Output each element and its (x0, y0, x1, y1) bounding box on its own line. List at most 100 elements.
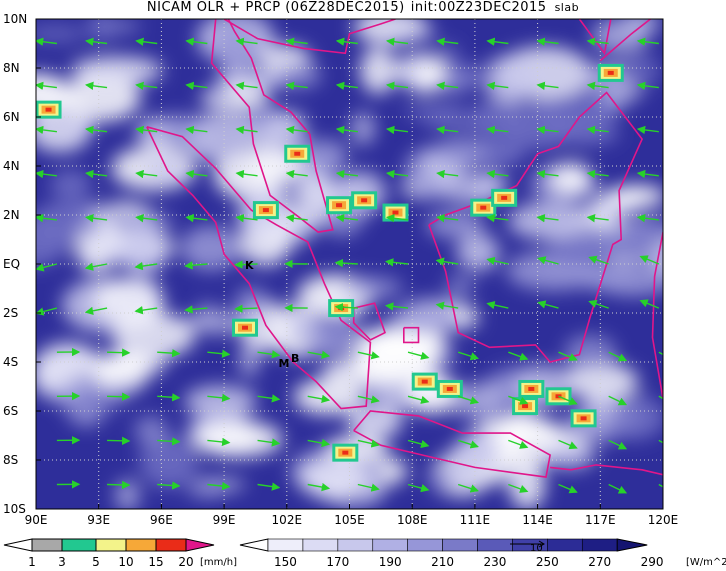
olr-tick: 210 (431, 555, 455, 569)
wind-vector (235, 213, 258, 223)
wind-vector (435, 301, 459, 310)
precip-cell (528, 386, 535, 391)
wind-vector (36, 81, 57, 91)
olr-unit: [W/m^2] (686, 557, 726, 568)
olr-colorbar (238, 538, 698, 552)
wind-vector (157, 481, 181, 490)
coast-borneo (428, 91, 644, 363)
precip-cell (294, 151, 301, 156)
wind-vector (84, 169, 108, 179)
olr-cloud-blob (509, 459, 546, 509)
olr-tick: 170 (326, 555, 350, 569)
olr-colorbar-right-triangle (616, 538, 648, 552)
wind-vector (588, 255, 609, 265)
map-title: NICAM OLR + PRCP (06Z28DEC2015) init:00Z2… (0, 0, 726, 16)
olr-swatch (372, 538, 408, 552)
lat-label: EQ (3, 257, 21, 271)
wind-vector (658, 395, 663, 400)
wind-vector (84, 306, 108, 315)
precip-tick-1: 1 (28, 555, 36, 569)
olr-cloud-blob (609, 84, 643, 102)
wind-vector (436, 125, 459, 135)
coast-sabah-north (578, 19, 612, 56)
lon-label: 93E (87, 513, 111, 527)
wind-vector (357, 351, 380, 360)
wind-vector (586, 213, 609, 223)
olr-cloud-blob (87, 19, 116, 43)
wind-vector (357, 395, 380, 404)
precip-swatch-2 (61, 538, 97, 552)
wind-vector (235, 125, 258, 135)
olr-cloud-blob (446, 459, 475, 490)
wind-vector (508, 483, 529, 493)
olr-swatch (581, 538, 618, 552)
olr-cloud-blob (347, 405, 403, 438)
olr-cloud-blob (276, 61, 322, 90)
wind-vector (107, 392, 131, 401)
olr-cloud-blob (70, 56, 163, 85)
olr-swatch (302, 538, 339, 552)
precip-cell (522, 404, 529, 409)
wind-vector (508, 395, 529, 405)
wind-vector (486, 169, 509, 179)
wind-vector (457, 483, 479, 493)
precip-cell (342, 450, 349, 455)
lat-label: 2N (3, 208, 20, 222)
wind-vector (185, 169, 208, 179)
wind-vector (385, 81, 409, 91)
wind-vector (558, 351, 578, 361)
wind-vector (235, 81, 258, 91)
olr-swatch (267, 538, 304, 552)
title-main: NICAM OLR + PRCP (06Z28DEC2015) (146, 0, 405, 15)
place-label-m: M (278, 357, 289, 370)
precip-colorbar (0, 538, 230, 552)
precip-cell (480, 205, 487, 210)
lon-label: 120E (647, 513, 679, 527)
wind-vector (385, 37, 409, 46)
wind-vector (335, 81, 358, 91)
wind-vector (185, 37, 208, 46)
wind-vector (536, 81, 559, 91)
wind-vector (558, 395, 578, 406)
lat-label: 6S (3, 404, 19, 418)
wind-vector (335, 125, 358, 135)
olr-colorbar-left-triangle (239, 538, 269, 552)
olr-cloud-blob (423, 110, 487, 132)
wind-vector (486, 213, 509, 223)
wind-vector (157, 437, 181, 446)
wind-vector (639, 299, 660, 309)
olr-tick: 230 (483, 555, 507, 569)
wind-vector (586, 37, 609, 46)
title-init: init:00Z23DEC2015 (410, 0, 547, 15)
wind-vector (257, 350, 281, 359)
olr-cloud-blob (96, 350, 150, 392)
lon-label: 105E (334, 513, 365, 527)
wind-vector (335, 213, 358, 223)
precip-swatch-4 (125, 538, 157, 552)
wind-vector (107, 480, 131, 490)
lon-label: 114E (522, 513, 553, 527)
lon-label: 108E (396, 513, 428, 527)
olr-cloud-blob (62, 73, 141, 122)
wind-vector (407, 351, 430, 360)
wind-vector (207, 349, 231, 358)
olr-tick: 250 (535, 555, 559, 569)
olr-cloud-blob (549, 162, 593, 195)
wind-vector (335, 37, 358, 46)
olr-cloud-blob (238, 343, 260, 377)
wind-vector (307, 394, 331, 404)
lat-label: 8S (3, 453, 19, 467)
wind-vector (36, 125, 57, 135)
lat-label: 4N (3, 159, 20, 173)
vector-reference-label: 10 (530, 543, 543, 554)
wind-vector (486, 256, 509, 266)
wind-vector (107, 348, 131, 357)
olr-tick: 290 (640, 555, 664, 569)
lon-label: 90E (24, 513, 48, 527)
wind-vector (207, 437, 231, 447)
wind-vectors (36, 37, 663, 494)
wind-vector (636, 213, 659, 223)
olr-cloud-blob (443, 175, 502, 206)
olr-cloud-blob (454, 382, 507, 412)
wind-vector (536, 213, 559, 223)
